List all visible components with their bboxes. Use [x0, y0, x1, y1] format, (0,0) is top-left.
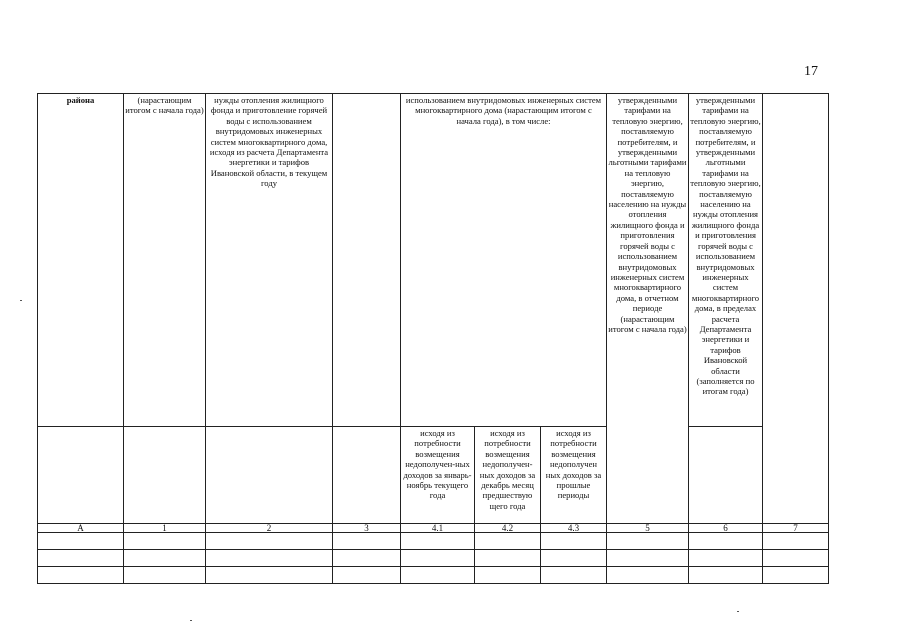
column-number: 4.2	[474, 523, 541, 533]
subheader-cell	[37, 426, 124, 524]
table-cell	[205, 566, 333, 584]
subheader-4-3: исходя из потребности возмещения недопол…	[540, 426, 607, 524]
subheader-cell	[688, 426, 763, 524]
header-cell-5: утвержденными тарифами на тепловую энерг…	[606, 93, 689, 524]
table-cell	[332, 532, 401, 550]
column-number-row: А 1 2 3 4.1 4.2 4.3 5 6 7	[37, 523, 829, 533]
table-cell	[205, 532, 333, 550]
table-cell	[688, 549, 763, 567]
table-cell	[606, 566, 689, 584]
table-cell	[474, 549, 541, 567]
table-row	[37, 549, 829, 567]
table-cell	[37, 532, 124, 550]
table-cell	[37, 549, 124, 567]
table-cell	[474, 532, 541, 550]
column-number: 5	[606, 523, 689, 533]
header-cell-4: использованием внутридомовых инженерных …	[400, 93, 607, 427]
report-table: района (нарастающим итогом с начала года…	[37, 93, 829, 584]
table-cell	[762, 532, 829, 550]
header-cell-a: района	[37, 93, 124, 427]
table-row	[37, 532, 829, 550]
column-number: 4.3	[540, 523, 607, 533]
subheader-cell	[123, 426, 206, 524]
column-number: 1	[123, 523, 206, 533]
header-row: района (нарастающим итогом с начала года…	[37, 93, 829, 524]
scan-speck	[20, 300, 22, 301]
table-cell	[540, 566, 607, 584]
table-cell	[606, 532, 689, 550]
table-cell	[540, 532, 607, 550]
column-number: А	[37, 523, 124, 533]
table-cell	[688, 532, 763, 550]
table-cell	[123, 532, 206, 550]
table-row	[37, 566, 829, 584]
table-cell	[332, 549, 401, 567]
table-cell	[332, 566, 401, 584]
table-cell	[123, 549, 206, 567]
table-cell	[474, 566, 541, 584]
subheader-4-2: исходя из потребности возмещения недопол…	[474, 426, 541, 524]
header-cell-1: (нарастающим итогом с начала года)	[123, 93, 206, 427]
table-cell	[540, 549, 607, 567]
subheader-4-1: исходя из потребности возмещения недопол…	[400, 426, 475, 524]
column-number: 3	[332, 523, 401, 533]
table-cell	[400, 549, 475, 567]
table-cell	[37, 566, 124, 584]
column-number: 2	[205, 523, 333, 533]
header-cell-7	[762, 93, 829, 524]
subheader-row: исходя из потребности возмещения недопол…	[37, 426, 829, 524]
table-cell	[762, 549, 829, 567]
header-cell-6: утвержденными тарифами на тепловую энерг…	[688, 93, 763, 427]
column-number: 6	[688, 523, 763, 533]
table-cell	[400, 566, 475, 584]
table-cell	[606, 549, 689, 567]
table-cell	[762, 566, 829, 584]
table-cell	[400, 532, 475, 550]
column-number: 4.1	[400, 523, 475, 533]
table-cell	[123, 566, 206, 584]
page-number: 17	[804, 64, 818, 79]
scan-speck	[737, 611, 739, 612]
header-cell-3	[332, 93, 401, 427]
column-number: 7	[762, 523, 829, 533]
subheader-cell	[332, 426, 401, 524]
subheader-cell	[205, 426, 333, 524]
table-cell	[205, 549, 333, 567]
scan-speck	[190, 620, 192, 621]
header-cell-2: нужды отопления жилищного фонда и пригот…	[205, 93, 333, 427]
table-cell	[688, 566, 763, 584]
data-rows	[37, 532, 829, 584]
